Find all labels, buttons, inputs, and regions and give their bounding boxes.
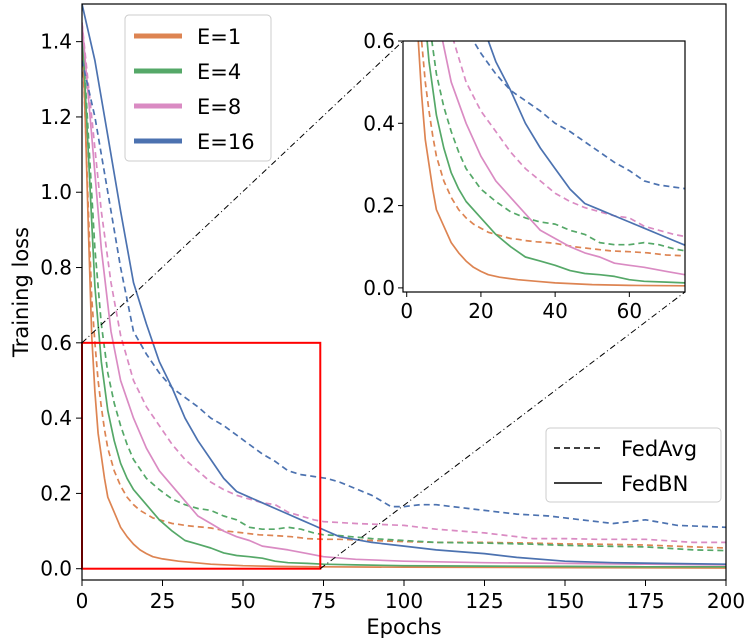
zoom-connector-top xyxy=(81,40,404,344)
inset-plot-lines xyxy=(417,41,685,287)
inset-x-axis-ticks: 0 20 40 60 xyxy=(400,292,642,323)
y-tick-label: 1.2 xyxy=(40,105,72,129)
inset-series-line-e8-fedavg xyxy=(452,41,685,238)
inset-y-tick-label: 0.2 xyxy=(363,194,395,218)
legend-style-label: FedAvg xyxy=(621,437,697,461)
inset-series-line-e8-fedbn xyxy=(441,41,685,276)
y-tick-label: 0.6 xyxy=(40,331,72,355)
inset-y-tick-label: 0.6 xyxy=(363,29,395,53)
x-tick-label: 175 xyxy=(626,589,664,613)
y-tick-label: 0.8 xyxy=(40,256,72,280)
inset-series-line-e16-fedbn xyxy=(487,41,685,247)
x-tick-label: 200 xyxy=(707,589,745,613)
x-axis-ticks: 0 25 50 75 100 125 150 175 200 xyxy=(76,580,745,613)
legend-label: E=4 xyxy=(197,60,241,84)
series-line-e4-fedbn xyxy=(82,22,726,568)
main-plot-lines xyxy=(82,4,726,569)
zoom-connector-bottom xyxy=(319,291,686,570)
inset-x-tick-label: 0 xyxy=(400,299,413,323)
series-line-e8-fedavg xyxy=(82,22,726,544)
inset-y-tick-label: 0.0 xyxy=(363,276,395,300)
inset-series-line-e1-fedbn xyxy=(417,41,685,287)
series-line-e8-fedbn xyxy=(82,22,726,566)
inset-series-line-e4-fedbn xyxy=(426,41,685,284)
legend-method: FedAvg FedBN xyxy=(545,427,722,503)
inset-x-tick-label: 40 xyxy=(542,299,567,323)
series-line-e16-fedavg xyxy=(82,60,726,529)
x-tick-label: 75 xyxy=(311,589,336,613)
legend-label: E=1 xyxy=(197,25,241,49)
legend-series: E=1 E=4 E=8 E=16 xyxy=(124,14,272,162)
y-axis-ticks: 0.0 0.2 0.4 0.6 0.8 1.0 1.2 1.4 xyxy=(40,30,82,581)
x-tick-label: 50 xyxy=(230,589,255,613)
legend-style-label: FedBN xyxy=(621,472,688,496)
y-tick-label: 1.4 xyxy=(40,30,72,54)
zoom-inset: 0 20 40 60 0.0 0.2 0.4 0.6 xyxy=(363,29,686,323)
x-tick-label: 125 xyxy=(465,589,503,613)
inset-series-line-e16-fedavg xyxy=(472,41,685,190)
inset-y-axis-ticks: 0.0 0.2 0.4 0.6 xyxy=(363,29,403,300)
series-line-e4-fedavg xyxy=(82,22,726,552)
y-tick-label: 1.0 xyxy=(40,180,72,204)
series-line-e1-fedavg xyxy=(82,41,726,549)
y-tick-label: 0.4 xyxy=(40,406,72,430)
x-tick-label: 100 xyxy=(385,589,423,613)
x-axis-label: Epochs xyxy=(366,615,441,638)
x-tick-label: 0 xyxy=(76,589,89,613)
y-axis-label: Training loss xyxy=(9,227,33,358)
inset-series-line-e4-fedavg xyxy=(430,41,685,252)
x-tick-label: 150 xyxy=(546,589,584,613)
y-tick-label: 0.0 xyxy=(40,557,72,581)
inset-x-tick-label: 60 xyxy=(617,299,642,323)
y-tick-label: 0.2 xyxy=(40,481,72,505)
x-tick-label: 25 xyxy=(150,589,175,613)
legend-label: E=16 xyxy=(197,130,255,154)
inset-series-line-e1-fedavg xyxy=(420,41,685,257)
inset-y-tick-label: 0.4 xyxy=(363,111,395,135)
series-line-e1-fedbn xyxy=(82,22,726,569)
legend-label: E=8 xyxy=(197,95,241,119)
inset-x-tick-label: 20 xyxy=(468,299,493,323)
series-line-e16-fedbn xyxy=(82,4,726,566)
